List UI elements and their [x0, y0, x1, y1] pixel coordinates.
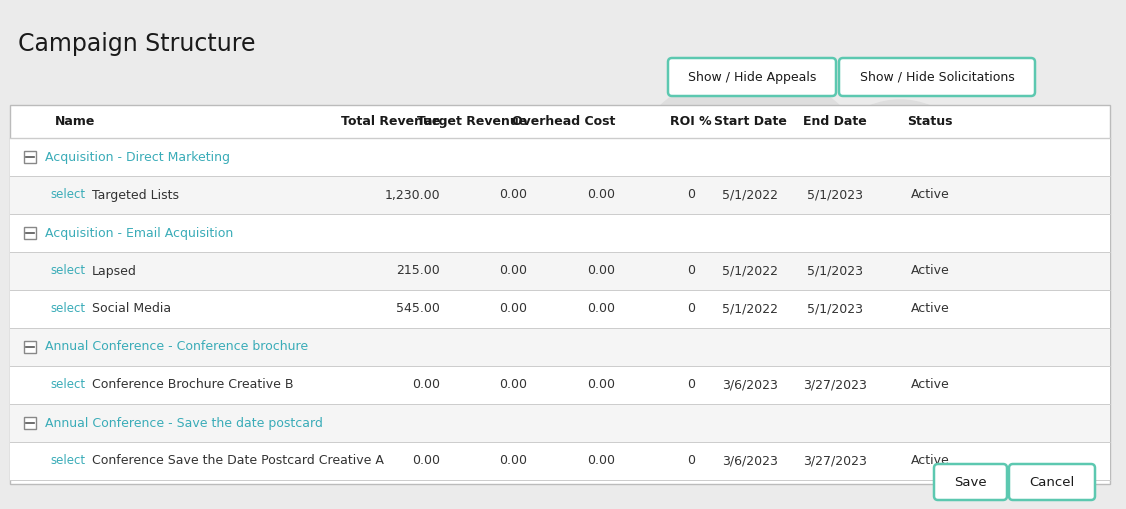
Text: 5/1/2022: 5/1/2022: [722, 188, 778, 202]
Text: select: select: [50, 302, 86, 316]
Text: Status: Status: [908, 115, 953, 128]
Text: 0: 0: [687, 265, 695, 277]
Text: 215.00: 215.00: [396, 265, 440, 277]
Text: Acquisition - Direct Marketing: Acquisition - Direct Marketing: [45, 151, 230, 163]
Text: 0.00: 0.00: [412, 455, 440, 467]
Text: 3/6/2023: 3/6/2023: [722, 379, 778, 391]
Text: 5/1/2023: 5/1/2023: [807, 302, 863, 316]
Circle shape: [620, 70, 881, 330]
Text: 0.00: 0.00: [499, 379, 527, 391]
Bar: [10, 328, 1110, 366]
Text: Overhead Cost: Overhead Cost: [511, 115, 615, 128]
Text: Active: Active: [911, 302, 949, 316]
Text: 5/1/2023: 5/1/2023: [807, 265, 863, 277]
Text: Active: Active: [911, 379, 949, 391]
Text: Active: Active: [911, 188, 949, 202]
Text: Name: Name: [55, 115, 96, 128]
Text: 5/1/2023: 5/1/2023: [807, 188, 863, 202]
Text: Target Revenue: Target Revenue: [417, 115, 527, 128]
Text: 5/1/2022: 5/1/2022: [722, 265, 778, 277]
Circle shape: [820, 100, 980, 260]
Text: Active: Active: [911, 265, 949, 277]
Text: Campaign Structure: Campaign Structure: [18, 32, 256, 56]
Text: select: select: [50, 188, 86, 202]
Text: Cancel: Cancel: [1029, 475, 1074, 489]
Text: 0: 0: [687, 302, 695, 316]
Text: 0.00: 0.00: [587, 265, 615, 277]
Text: 545.00: 545.00: [396, 302, 440, 316]
Text: select: select: [50, 265, 86, 277]
Bar: [24, 417, 36, 429]
Bar: [10, 214, 1110, 252]
Text: End Date: End Date: [803, 115, 867, 128]
Text: 0.00: 0.00: [587, 188, 615, 202]
Bar: [10, 404, 1110, 442]
Bar: [10, 138, 1110, 176]
Text: Save: Save: [954, 475, 986, 489]
Text: 0.00: 0.00: [587, 455, 615, 467]
Text: 0.00: 0.00: [412, 379, 440, 391]
Text: Total Revenue: Total Revenue: [341, 115, 440, 128]
Bar: [24, 227, 36, 239]
Text: 0.00: 0.00: [499, 455, 527, 467]
Bar: [10, 252, 1110, 290]
Text: Targeted Lists: Targeted Lists: [92, 188, 179, 202]
Text: Show / Hide Appeals: Show / Hide Appeals: [688, 71, 816, 83]
Text: Show / Hide Solicitations: Show / Hide Solicitations: [859, 71, 1015, 83]
Text: Acquisition - Email Acquisition: Acquisition - Email Acquisition: [45, 227, 233, 240]
Text: Active: Active: [911, 455, 949, 467]
Text: 0: 0: [687, 379, 695, 391]
Text: Annual Conference - Conference brochure: Annual Conference - Conference brochure: [45, 341, 309, 353]
Text: 0.00: 0.00: [499, 302, 527, 316]
Text: Social Media: Social Media: [92, 302, 171, 316]
Text: Conference Save the Date Postcard Creative A: Conference Save the Date Postcard Creati…: [92, 455, 384, 467]
Text: 0: 0: [687, 188, 695, 202]
Bar: [10, 176, 1110, 214]
Bar: [24, 151, 36, 163]
FancyBboxPatch shape: [933, 464, 1007, 500]
Text: select: select: [50, 455, 86, 467]
Bar: [24, 341, 36, 353]
Text: Lapsed: Lapsed: [92, 265, 137, 277]
Text: 1,230.00: 1,230.00: [384, 188, 440, 202]
Bar: [10, 290, 1110, 328]
Text: 3/6/2023: 3/6/2023: [722, 455, 778, 467]
Bar: [10, 442, 1110, 480]
Circle shape: [549, 180, 750, 380]
Text: Conference Brochure Creative B: Conference Brochure Creative B: [92, 379, 294, 391]
Text: 5/1/2022: 5/1/2022: [722, 302, 778, 316]
FancyBboxPatch shape: [1009, 464, 1094, 500]
Text: 0: 0: [687, 455, 695, 467]
Text: 3/27/2023: 3/27/2023: [803, 455, 867, 467]
Text: 3/27/2023: 3/27/2023: [803, 379, 867, 391]
Circle shape: [730, 230, 910, 410]
Text: ROI %: ROI %: [670, 115, 712, 128]
Text: 0.00: 0.00: [587, 302, 615, 316]
Text: select: select: [50, 379, 86, 391]
Text: 0.00: 0.00: [499, 188, 527, 202]
Bar: [10, 105, 1110, 484]
FancyBboxPatch shape: [668, 58, 835, 96]
Text: 0.00: 0.00: [499, 265, 527, 277]
Bar: [10, 366, 1110, 404]
Text: Annual Conference - Save the date postcard: Annual Conference - Save the date postca…: [45, 416, 323, 430]
FancyBboxPatch shape: [839, 58, 1035, 96]
Text: 0.00: 0.00: [587, 379, 615, 391]
Text: Start Date: Start Date: [714, 115, 786, 128]
